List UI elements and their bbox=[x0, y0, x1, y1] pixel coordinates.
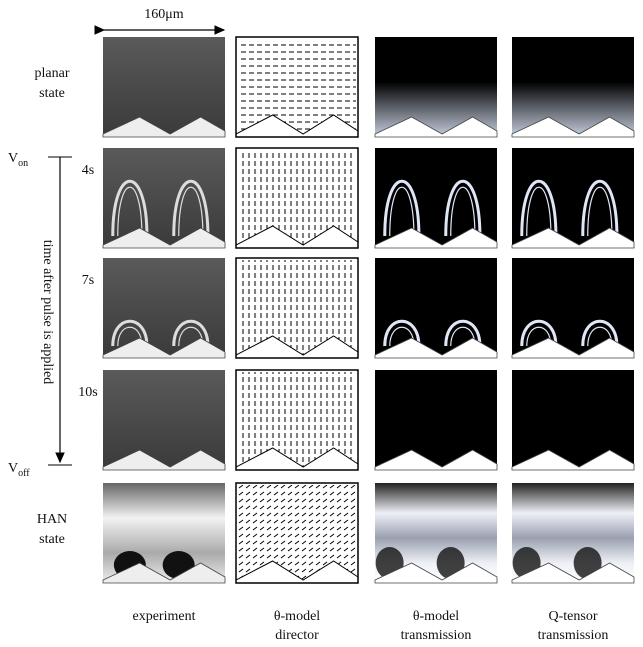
image-panel bbox=[375, 148, 497, 248]
figure: 160μm Von Voff time after pulse is appli… bbox=[0, 0, 643, 647]
v-on: Von bbox=[8, 151, 28, 169]
column-label: θ-model bbox=[413, 609, 459, 624]
image-panel bbox=[512, 37, 634, 137]
image-panel bbox=[236, 483, 358, 583]
image-panel bbox=[236, 258, 358, 358]
row-label: 7s bbox=[82, 273, 94, 288]
image-panel bbox=[375, 370, 497, 470]
row-label: 10s bbox=[78, 385, 97, 400]
row-label: state bbox=[39, 86, 65, 101]
image-panel bbox=[103, 37, 225, 137]
column-label: transmission bbox=[401, 628, 472, 643]
row-label: HAN bbox=[37, 512, 67, 527]
column-label: director bbox=[275, 628, 319, 643]
time-axis-label: time after pulse is applied bbox=[40, 240, 55, 385]
column-label: θ-model bbox=[274, 609, 320, 624]
image-panel bbox=[375, 483, 497, 583]
column-label: experiment bbox=[133, 609, 196, 624]
image-panel bbox=[236, 370, 358, 470]
panel-grid bbox=[103, 37, 634, 583]
image-panel bbox=[512, 483, 634, 583]
image-panel bbox=[236, 148, 358, 248]
image-panel bbox=[512, 258, 634, 358]
column-label: Q-tensor bbox=[549, 609, 598, 624]
v-off: Voff bbox=[8, 461, 30, 479]
scale-label: 160μm bbox=[144, 7, 184, 22]
image-panel bbox=[375, 37, 497, 137]
row-label: 4s bbox=[82, 163, 94, 178]
image-panel bbox=[103, 148, 225, 248]
image-panel bbox=[512, 148, 634, 248]
image-panel bbox=[375, 258, 497, 358]
image-panel bbox=[103, 370, 225, 470]
row-label: planar bbox=[35, 66, 70, 81]
column-label: transmission bbox=[538, 628, 609, 643]
image-panel bbox=[512, 370, 634, 470]
image-panel bbox=[103, 483, 225, 583]
image-panel bbox=[103, 258, 225, 358]
row-label: state bbox=[39, 532, 65, 547]
image-panel bbox=[236, 37, 358, 137]
